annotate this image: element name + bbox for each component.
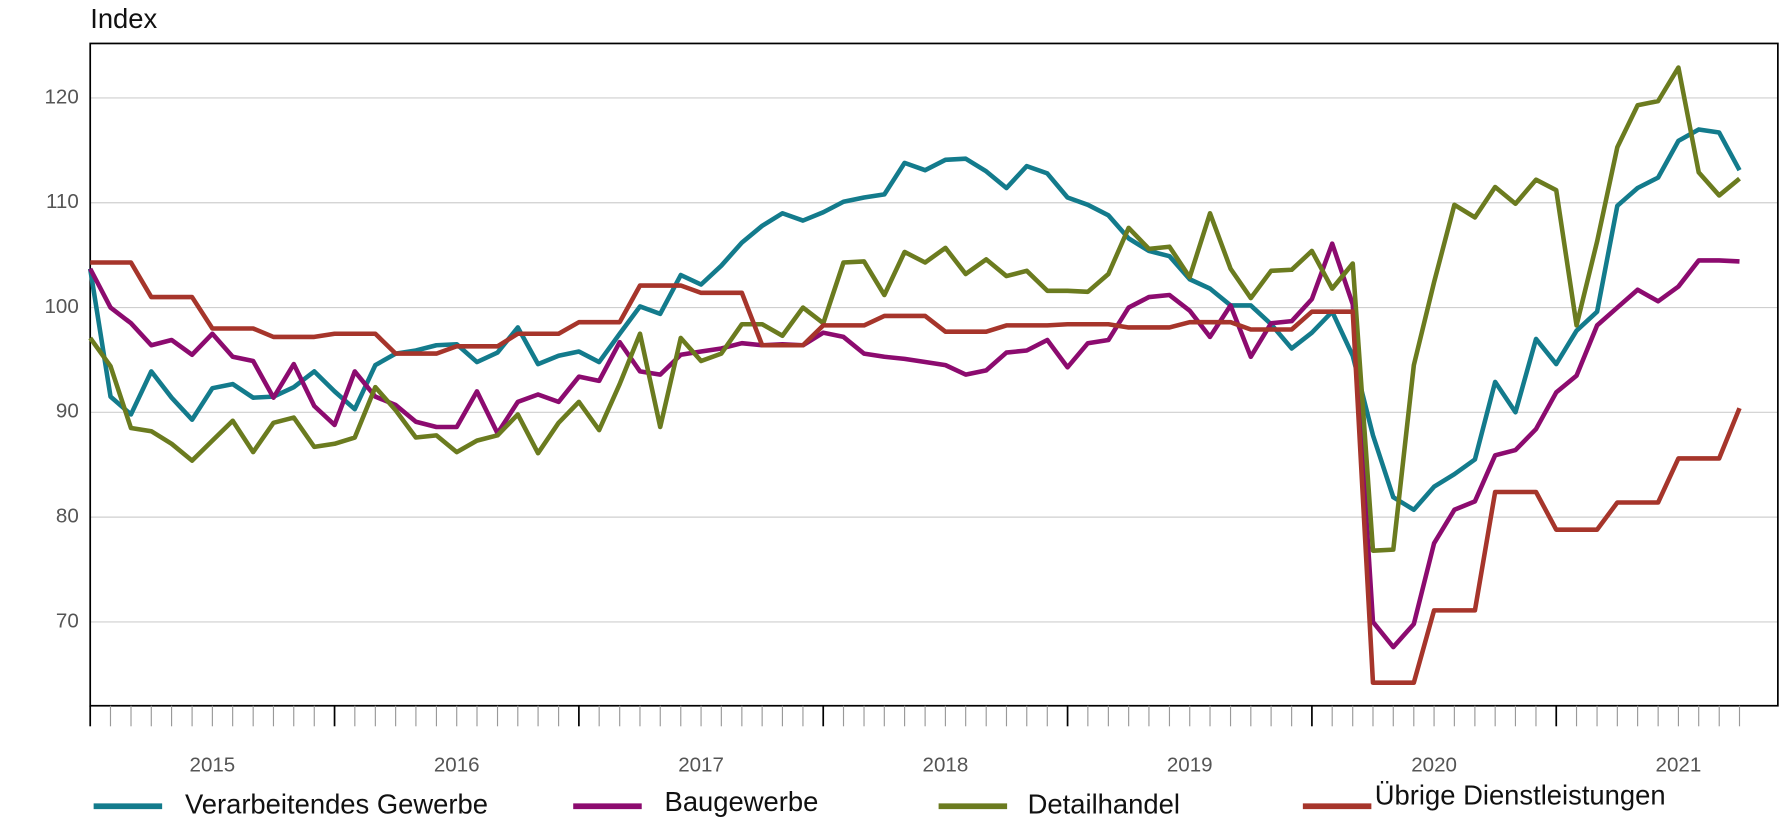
series-line (90, 260, 1742, 685)
series-line (88, 65, 1741, 553)
y-tick-label: 120 (44, 85, 78, 108)
x-tick-label: 2017 (678, 754, 724, 777)
y-axis-title: Index (90, 3, 157, 34)
x-tick-label: 2018 (923, 754, 969, 777)
y-tick-label: 110 (46, 190, 79, 213)
y-tick-label: 70 (56, 609, 79, 632)
series-line (88, 241, 1740, 650)
legend-label: Übrige Dienstleistungen (1375, 779, 1666, 810)
x-tick-label: 2016 (434, 754, 480, 777)
series-line (87, 127, 1742, 513)
y-tick-label: 90 (56, 400, 79, 423)
x-tick-label: 2020 (1411, 754, 1457, 777)
x-tick-label: 2015 (190, 754, 236, 777)
y-tick-label: 80 (56, 505, 79, 528)
legend-label: Verarbeitendes Gewerbe (185, 788, 488, 819)
plot-frame (89, 42, 1779, 707)
legend-label: Baugewerbe (665, 786, 819, 817)
legend-label: Detailhandel (1028, 788, 1180, 819)
y-tick-label: 100 (44, 295, 78, 318)
x-tick-label: 2019 (1167, 754, 1213, 777)
x-tick-label: 2021 (1656, 754, 1702, 777)
